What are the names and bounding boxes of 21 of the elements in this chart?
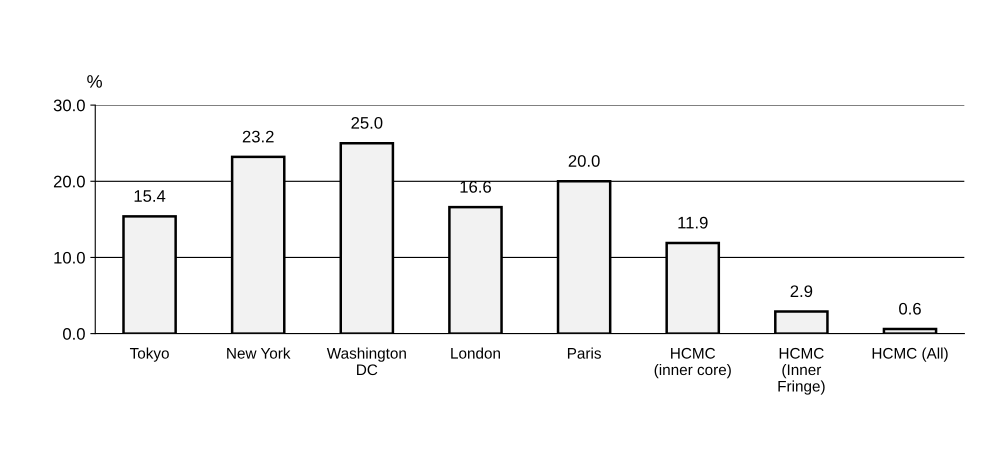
x-tick-label: New York: [227, 348, 291, 359]
x-tick-label: HCMC (inner core): [654, 348, 731, 378]
data-label: 0.6: [899, 302, 921, 315]
x-tick-label: Paris: [568, 348, 601, 359]
x-tick-label: Washington DC: [326, 348, 406, 376]
data-label: 15.4: [134, 190, 166, 202]
x-tick-label: London: [451, 348, 500, 359]
y-tick-label: 0.0: [63, 328, 85, 340]
x-tick-label: HCMC (Inner Fringe): [778, 348, 825, 395]
y-tick-label: 30.0: [54, 100, 85, 112]
data-label: 23.2: [242, 130, 274, 142]
data-label: 11.9: [678, 216, 708, 229]
x-tick-label: HCMC (All): [872, 348, 948, 362]
y-tick-label: 20.0: [54, 176, 85, 188]
data-label: 25.0: [351, 116, 382, 129]
data-label: 16.6: [460, 180, 491, 193]
y-axis-title: %: [87, 75, 102, 88]
data-label: 20.0: [568, 155, 600, 167]
x-tick-label: Tokyo: [130, 348, 169, 362]
y-tick-label: 10.0: [54, 252, 85, 264]
data-label: 2.9: [790, 285, 812, 298]
